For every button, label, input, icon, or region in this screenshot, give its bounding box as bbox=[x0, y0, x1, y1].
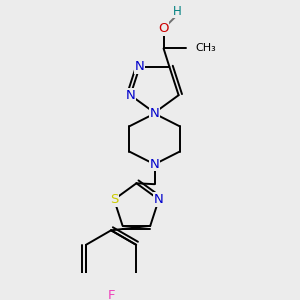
Text: H: H bbox=[173, 5, 182, 18]
Text: N: N bbox=[150, 158, 159, 171]
Text: N: N bbox=[126, 89, 135, 102]
Text: S: S bbox=[110, 193, 118, 206]
Text: CH₃: CH₃ bbox=[195, 44, 216, 53]
Text: N: N bbox=[150, 106, 159, 119]
Text: O: O bbox=[158, 22, 169, 35]
Text: N: N bbox=[150, 107, 159, 120]
Text: N: N bbox=[135, 60, 145, 74]
Text: F: F bbox=[107, 289, 115, 300]
Text: N: N bbox=[154, 193, 164, 206]
